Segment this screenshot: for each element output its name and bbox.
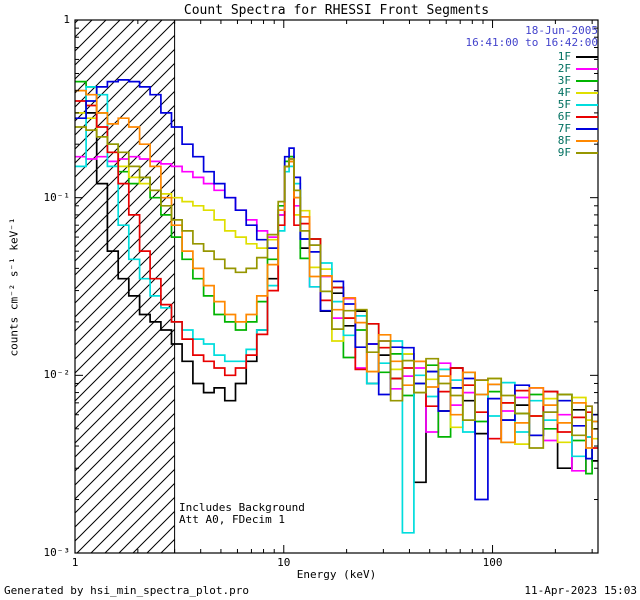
legend-item-1F: 1F: [558, 51, 598, 63]
legend-item-4F: 4F: [558, 87, 598, 99]
x-tick-label-100: 100: [482, 556, 503, 569]
legend-item-5F: 5F: [558, 99, 598, 111]
legend-color-sample-1F: [576, 56, 598, 58]
legend-color-sample-6F: [576, 116, 598, 118]
legend-item-2F: 2F: [558, 63, 598, 75]
y-axis-label: counts cm⁻² s⁻¹ keV⁻¹: [7, 217, 21, 357]
x-tick-label-10: 10: [277, 556, 291, 569]
y-tick-label-1e-2: 10⁻²: [43, 368, 71, 382]
legend-item-8F: 8F: [558, 135, 598, 147]
generated-timestamp: 11-Apr-2023 15:03: [524, 584, 637, 597]
legend-item-6F: 6F: [558, 111, 598, 123]
legend-color-sample-5F: [576, 104, 598, 106]
legend-color-sample-8F: [576, 140, 598, 142]
legend-item-3F: 3F: [558, 75, 598, 87]
x-tick-label-1: 1: [71, 556, 79, 569]
legend: 1F 2F 3F 4F 5F 6F 7F 8F 9F: [558, 51, 598, 159]
legend-label-4F: 4F: [557, 86, 571, 99]
y-tick-label-1e-3: 10⁻³: [43, 546, 71, 559]
observation-time-range: 16:41:00 to 16:42:00: [465, 36, 598, 49]
x-axis-label: Energy (keV): [296, 568, 377, 581]
legend-color-sample-7F: [576, 128, 598, 130]
legend-color-sample-3F: [576, 80, 598, 82]
legend-label-5F: 5F: [557, 98, 571, 111]
chart-title: Count Spectra for RHESSI Front Segments: [183, 3, 490, 18]
legend-item-7F: 7F: [558, 123, 598, 135]
legend-label-9F: 9F: [557, 146, 571, 159]
legend-item-9F: 9F: [558, 147, 598, 159]
y-tick-label-1: 1: [63, 13, 70, 26]
attenuator-note: Att A0, FDecim 1: [179, 513, 285, 526]
legend-label-3F: 3F: [557, 74, 571, 87]
plot-frame: [74, 19, 599, 554]
hatch-fill: [75, 20, 175, 553]
series-9F: [75, 126, 598, 449]
legend-label-8F: 8F: [557, 134, 571, 147]
observation-date: 18-Jun-2005: [525, 24, 598, 37]
legend-color-sample-2F: [576, 68, 598, 70]
legend-label-1F: 1F: [557, 50, 571, 63]
axes-and-ticks: [74, 19, 599, 554]
y-tick-label-1e-1: 10⁻¹: [43, 190, 71, 204]
hatched-low-energy-region: [75, 20, 176, 553]
spectra-series-lines: [75, 79, 598, 534]
legend-color-sample-9F: [576, 152, 598, 154]
legend-label-2F: 2F: [557, 62, 571, 75]
legend-label-7F: 7F: [557, 122, 571, 135]
background-note: Includes Background: [179, 501, 305, 514]
legend-label-6F: 6F: [557, 110, 571, 123]
generator-credit: Generated by hsi_min_spectra_plot.pro: [4, 584, 250, 597]
legend-color-sample-4F: [576, 92, 598, 94]
